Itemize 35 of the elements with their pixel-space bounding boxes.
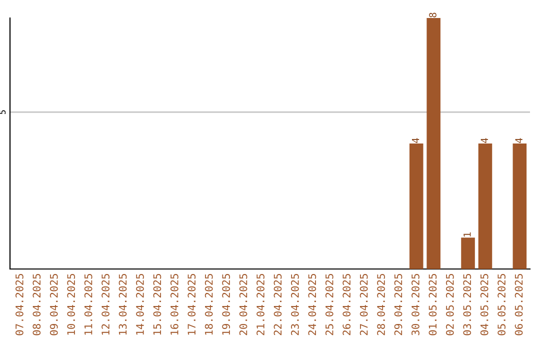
data-label: 8 (429, 12, 436, 18)
x-tick-label: 27.04.2025 (360, 274, 368, 336)
x-tick-label: 20.04.2025 (239, 274, 248, 336)
x-tick-label: 07.04.2025 (16, 274, 24, 336)
x-tick-label: 11.04.2025 (84, 274, 92, 335)
x-tick-label: 08.04.2025 (32, 274, 41, 336)
x-tick-label: 09.04.2025 (50, 274, 58, 336)
x-tick-label: 02.05.2025 (446, 274, 454, 336)
x-tick-label: 10.04.2025 (67, 274, 76, 335)
x-tick-label: 23.04.2025 (291, 274, 299, 336)
data-label: 4 (480, 138, 488, 144)
x-tick-label: 15.04.2025 (153, 274, 162, 335)
x-tick-label: 22.04.2025 (274, 274, 282, 336)
x-tick-label: 21.04.2025 (256, 274, 264, 336)
data-label: 1 (464, 232, 471, 236)
x-tick-label: 16.04.2025 (170, 274, 178, 335)
x-tick-label: 04.05.2025 (480, 274, 488, 336)
x-tick-label: 13.04.2025 (118, 274, 127, 335)
x-tick-label: 06.05.2025 (514, 274, 523, 336)
x-tick-label: 14.04.2025 (136, 274, 144, 335)
x-tick-label: 25.04.2025 (325, 274, 334, 336)
data-label: 4 (412, 138, 420, 144)
x-tick-label: 19.04.2025 (222, 274, 230, 335)
x-tick-label: 12.04.2025 (102, 274, 110, 335)
x-tick-label: 24.04.2025 (308, 274, 316, 336)
x-tick-label: 18.04.2025 (204, 274, 213, 335)
x-tick-label: 30.04.2025 (412, 274, 420, 336)
x-tick-label: 26.04.2025 (342, 274, 351, 336)
x-tick-label: 01.05.2025 (428, 274, 437, 336)
data-label: 4 (515, 138, 522, 144)
x-tick-label: 17.04.2025 (188, 274, 196, 335)
x-tick-label: 29.04.2025 (394, 274, 402, 336)
x-tick-label: 05.05.2025 (498, 274, 506, 336)
x-tick-label: 03.05.2025 (463, 274, 472, 336)
x-tick-label: 28.04.2025 (377, 274, 385, 336)
